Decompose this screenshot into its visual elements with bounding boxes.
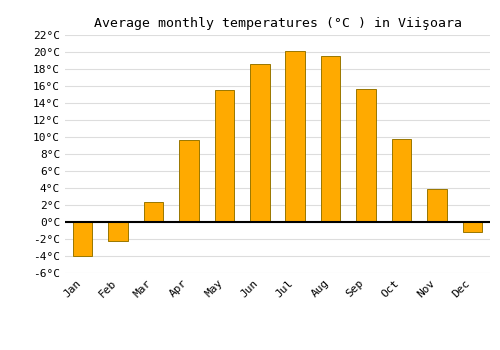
Bar (356, 89, 376, 222)
Bar (250, 64, 270, 222)
Bar (214, 90, 234, 222)
Bar (427, 189, 446, 222)
Bar (179, 140, 199, 222)
Bar (108, 222, 128, 241)
Bar (286, 51, 305, 222)
Bar (392, 139, 411, 222)
Bar (321, 56, 340, 222)
Bar (73, 222, 92, 256)
Title: Average monthly temperatures (°C ) in Viişoara: Average monthly temperatures (°C ) in Vi… (94, 17, 462, 30)
Bar (144, 202, 164, 222)
Bar (462, 222, 482, 232)
